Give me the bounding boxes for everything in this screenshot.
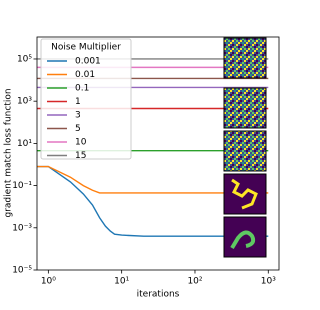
legend-label: 0.01	[75, 70, 95, 80]
y-axis-label: gradient match loss function	[4, 88, 14, 217]
x-tick-label: 10⁰	[41, 277, 56, 287]
series-line	[37, 165, 269, 237]
legend-label: 0.001	[75, 57, 101, 67]
inset-image	[223, 130, 267, 172]
x-tick-label: 10¹	[114, 277, 129, 287]
inset-digit	[231, 178, 258, 210]
chart: iterations gradient match loss function …	[4, 36, 280, 300]
image-insets	[223, 37, 267, 258]
legend-label: 15	[75, 151, 86, 161]
x-axis-label: iterations	[137, 290, 180, 300]
x-tick-label: 10³	[261, 277, 276, 287]
inset-digit	[230, 230, 256, 250]
series-line	[37, 165, 269, 194]
inset-image	[223, 216, 267, 258]
x-tick-label: 10²	[187, 277, 202, 287]
y-tick-label: 10⁻⁵	[12, 266, 32, 276]
y-tick-label: 10⁻¹	[12, 181, 32, 191]
y-tick-label: 10⁻³	[12, 223, 32, 233]
legend-title: Noise Multiplier	[51, 43, 121, 53]
inset-image	[223, 87, 267, 129]
plot-frame	[36, 36, 280, 271]
legend-label: 0.1	[75, 84, 89, 94]
legend-label: 10	[75, 138, 87, 148]
legend-label: 1	[75, 97, 81, 107]
legend: Noise Multiplier 0.001 0.01 0.1 1 3 5 10 15	[40, 38, 132, 161]
legend-label: 5	[75, 124, 81, 134]
y-tick-label: 10³	[17, 97, 32, 107]
y-tick-label: 10⁵	[17, 54, 32, 64]
legend-label: 3	[75, 111, 81, 121]
y-tick-label: 10¹	[17, 139, 32, 149]
inset-image	[223, 37, 267, 79]
